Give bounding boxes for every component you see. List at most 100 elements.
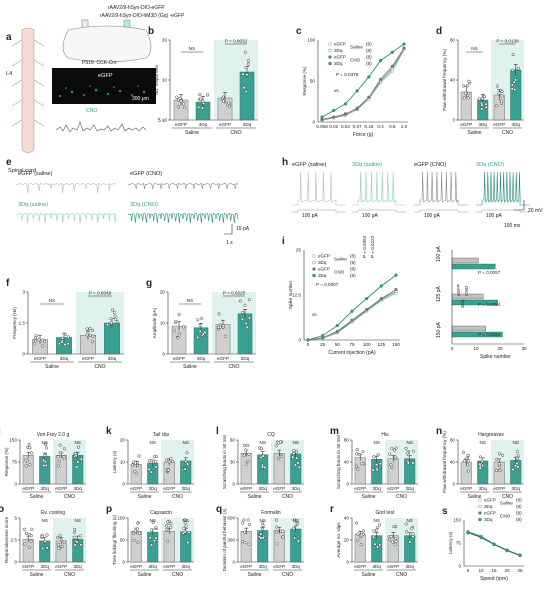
data-point: [480, 459, 484, 464]
data-point: [247, 316, 251, 320]
data-point: [376, 453, 380, 457]
x-tick-label: eGFP: [22, 564, 34, 569]
y-tick-label: 0: [122, 560, 125, 565]
data-point: [388, 452, 392, 456]
legend-group: Saline: [350, 45, 363, 50]
data-point: [75, 465, 79, 469]
x-tick-label: 3Dq: [149, 486, 158, 491]
h-step-3: 100 pA: [424, 213, 441, 219]
data-point: [177, 313, 181, 317]
data-point: [243, 530, 247, 534]
data-point: [404, 522, 408, 526]
data-point: [60, 340, 64, 344]
panel-h: h eGFP (saline) 3Dq (saline) eGFP (CNO) …: [282, 157, 543, 229]
x-tick-label: 3Dq: [243, 122, 252, 127]
series-point: [367, 95, 371, 100]
data-point: [28, 463, 32, 467]
x-label: Current injection (pA): [328, 350, 376, 356]
data-point: [179, 99, 183, 103]
group-label: Saline: [45, 364, 59, 370]
data-point: [150, 459, 154, 463]
x-tick-label: 3Dq: [292, 564, 301, 569]
x-tick-label: 0.02: [329, 124, 338, 129]
bar: [163, 461, 175, 485]
ns-label: NS: [260, 518, 266, 523]
mouse-line: P519: CCK-Cre: [82, 60, 117, 66]
vs-label: vs.: [312, 312, 318, 317]
group-label: Saline: [185, 130, 199, 136]
y-label: Time licking/ flinching (s): [112, 514, 117, 565]
legend-label: eGFP: [484, 498, 496, 503]
legend-label: eGFP: [318, 267, 330, 272]
data-point: [187, 530, 191, 535]
panel-label-m: m: [330, 426, 339, 437]
ns-label: NS: [293, 440, 299, 445]
data-point: [480, 96, 484, 101]
data-point: [175, 95, 179, 99]
vs-label: vs.: [334, 88, 340, 93]
data-point: [372, 529, 376, 533]
panel-r: r Average no. slips 0 20 40 eGFP 3Dq eGFP 3Dq Sal…: [330, 504, 418, 578]
ap-trace: [292, 171, 346, 206]
y-tick-label: 12.5: [292, 293, 301, 298]
group-label: CNO: [282, 494, 293, 500]
data-point: [359, 543, 363, 547]
data-point: [23, 542, 27, 546]
data-point: [58, 450, 62, 454]
y-tick-label: 80: [450, 38, 456, 43]
data-point: [276, 457, 280, 461]
data-point: [356, 467, 360, 471]
data-point: [373, 542, 377, 546]
data-point: [62, 447, 66, 451]
data-point: [131, 460, 135, 464]
data-point: [198, 323, 202, 327]
group-label: CNO: [64, 494, 75, 500]
panel-label-n: n: [436, 426, 442, 437]
data-point: [135, 461, 139, 465]
series-point: [332, 115, 336, 119]
data-point: [411, 532, 415, 536]
right-row-2: 125 pA: [436, 285, 442, 302]
data-point: [513, 88, 517, 92]
data-point: [131, 463, 135, 467]
x-tick-label: eGFP: [273, 564, 285, 569]
x-tick-label: 0.07: [353, 124, 362, 129]
action-potential-traces: [292, 171, 530, 213]
panel-label-g: g: [146, 278, 152, 289]
data-point: [462, 96, 466, 100]
x-tick-label: 20: [497, 346, 503, 351]
data-point: [88, 333, 92, 337]
legend-group: Saline: [500, 501, 513, 506]
right-row-3: 150 pA: [436, 321, 442, 338]
legend-marker: [328, 48, 332, 53]
data-point: [497, 462, 501, 466]
data-point: [277, 441, 281, 445]
panel-label-b: b: [148, 26, 154, 37]
x-tick-label: eGFP: [240, 564, 252, 569]
y-label: Response (%): [302, 66, 307, 96]
series-point: [378, 58, 383, 63]
data-point: [41, 546, 45, 551]
x-tick-label: 10: [478, 568, 484, 573]
panel-label-i: i: [282, 236, 285, 247]
p-label: P = 0.0032: [225, 39, 248, 44]
data-point: [164, 524, 169, 528]
data-point: [73, 543, 77, 547]
group-label: Saline: [468, 130, 482, 136]
group-label: CNO: [94, 364, 105, 370]
data-point: [243, 50, 247, 54]
y-tick-label: 20: [160, 290, 166, 295]
epsc-trace: [127, 212, 239, 224]
panel-i-right: 100 pA 125 pA 150 pA 0 10 20 30 Spike numbe…: [436, 245, 527, 360]
data-point: [40, 534, 44, 539]
y-tick-label: 150: [9, 438, 17, 443]
series-point: [343, 112, 348, 116]
data-point: [361, 529, 366, 533]
data-point: [63, 342, 67, 347]
data-point: [375, 528, 379, 532]
data-point: [154, 536, 158, 540]
data-point: [29, 534, 33, 538]
